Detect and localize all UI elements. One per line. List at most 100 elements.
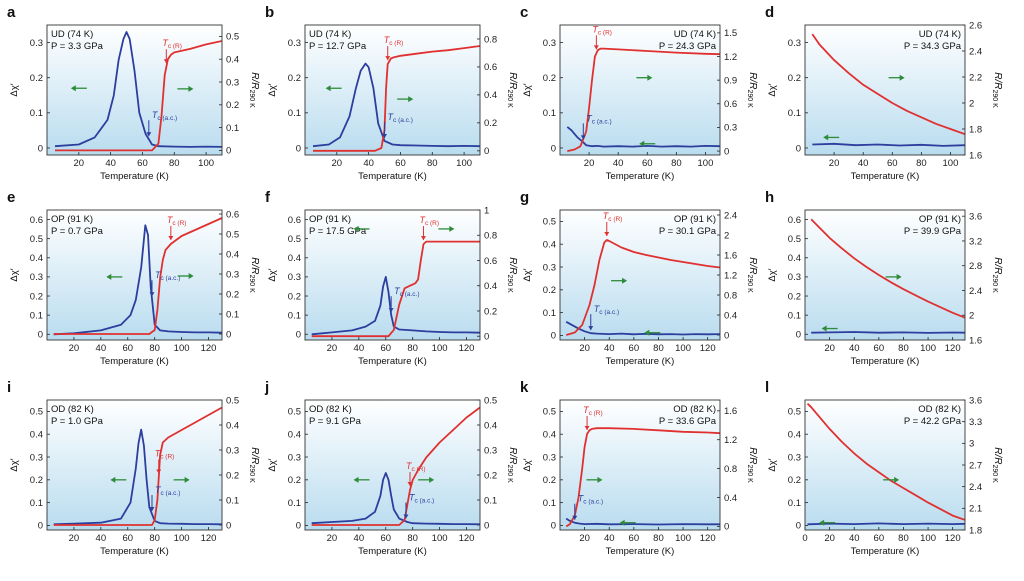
- y-right-tick-label: 1: [484, 205, 489, 216]
- tc-ac-label: Tc (a.c.): [594, 304, 619, 316]
- tc-r-label-main: T: [384, 35, 391, 45]
- sample-label: OD (82 K): [673, 404, 716, 415]
- pressure-label: P = 24.3 GPa: [659, 41, 717, 52]
- y-right-tick-label: 2.4: [969, 286, 982, 297]
- y-right-tick-label: 2.4: [724, 210, 737, 221]
- y-left-axis-label: Δχ′: [767, 83, 778, 96]
- y-left-tick-label: 0.5: [788, 234, 801, 245]
- y-right-tick-label: 0.4: [724, 493, 737, 504]
- axis-direction-arrowhead: [896, 273, 902, 280]
- x-axis-label: Temperature (K): [100, 171, 169, 182]
- y-right-tick-label: 0.3: [724, 123, 737, 134]
- tc-r-arrowhead: [156, 469, 162, 474]
- chi-curve: [565, 321, 720, 336]
- resistance-curve: [811, 33, 965, 136]
- x-tick-label: 100: [675, 533, 691, 544]
- panel-letter: i: [7, 379, 11, 396]
- y-right-axis-label: R/R290 K: [991, 447, 1003, 483]
- x-tick-label: 20: [824, 533, 835, 544]
- y-left-axis-label: Δχ′: [267, 458, 278, 471]
- y-right-tick-label: 1.8: [969, 525, 982, 536]
- y-left-tick-label: 0.4: [543, 240, 556, 251]
- resistance-curve: [313, 45, 480, 152]
- y-right-tick-label: 0: [226, 329, 231, 340]
- pressure-label: P = 12.7 GPa: [309, 41, 367, 52]
- panel-letter: k: [520, 379, 529, 396]
- y-left-axis-label: Δχ′: [9, 268, 20, 281]
- x-tick-label: 60: [380, 533, 391, 544]
- y-left-tick-label: 0.3: [288, 272, 301, 283]
- y-right-tick-label: 2.4: [969, 46, 982, 57]
- y-right-tick-label: 0.2: [226, 100, 239, 111]
- tc-ac-label-sub: c (a.c.): [599, 309, 619, 316]
- axis-direction-arrowhead: [188, 85, 194, 92]
- y-right-tick-label: 0.6: [484, 256, 497, 267]
- y-right-tick-label: 1.2: [724, 52, 737, 63]
- x-tick-label: 80: [427, 158, 438, 169]
- x-axis-label: Temperature (K): [100, 546, 169, 557]
- panel-letter: j: [264, 379, 269, 396]
- y-right-tick-label: 1.8: [969, 124, 982, 135]
- y-right-label-main: R/R: [507, 447, 518, 464]
- axis-direction-arrowhead: [899, 74, 905, 81]
- y-right-label-sub: 290 K: [991, 89, 998, 108]
- y-right-tick-label: 0.3: [226, 77, 239, 88]
- x-tick-label: 100: [174, 343, 190, 354]
- y-left-tick-label: 0.2: [543, 285, 556, 296]
- sample-label: UD (74 K): [309, 29, 351, 40]
- panel-f: f 20 40 60 80 100 120 0 0.1 0.2 0.3 0.4 0.5 0.6 0 0.2 0.…: [265, 189, 518, 367]
- y-right-tick-label: 2.1: [969, 504, 982, 515]
- plot-frame: [304, 24, 481, 156]
- y-left-tick-label: 0.6: [788, 215, 801, 226]
- x-tick-label: 120: [945, 343, 961, 354]
- plot-frame: [46, 399, 223, 531]
- y-left-tick-label: 0.3: [788, 272, 801, 283]
- y-right-label-sub: 290 K: [506, 274, 513, 293]
- y-left-axis-label: Δχ′: [267, 268, 278, 281]
- resistance-curve: [53, 406, 222, 526]
- x-tick-label: 80: [653, 343, 664, 354]
- y-left-tick-label: 0.1: [288, 310, 301, 321]
- y-right-tick-label: 0: [226, 146, 231, 157]
- x-tick-label: 20: [327, 343, 338, 354]
- tc-r-label-main: T: [167, 215, 174, 225]
- y-right-tick-label: 2: [724, 230, 729, 241]
- x-tick-label: 40: [604, 343, 615, 354]
- y-left-tick-label: 0.1: [30, 498, 43, 509]
- panel-e: e 20 40 60 80 100 120 0 0.1 0.2 0.3 0.4 0.5 0.6 0 0.1 0.…: [7, 189, 260, 367]
- tc-ac-label-main: T: [152, 110, 159, 120]
- y-right-label-main: R/R: [249, 257, 260, 274]
- tc-r-label: Tc (R): [162, 38, 182, 50]
- y-right-tick-label: 0.2: [484, 306, 497, 317]
- resistance-curve: [311, 240, 480, 338]
- y-left-tick-label: 0.5: [30, 407, 43, 418]
- pressure-label: P = 3.3 GPa: [51, 41, 104, 52]
- y-left-tick-label: 0: [796, 143, 801, 154]
- y-left-tick-label: 0.3: [788, 452, 801, 463]
- chi-curve: [811, 331, 965, 334]
- x-tick-label: 100: [675, 343, 691, 354]
- y-right-tick-label: 0: [724, 330, 729, 341]
- y-left-axis-label: Δχ′: [9, 83, 20, 96]
- plot-frame: [559, 209, 721, 341]
- resistance-curve: [311, 406, 480, 526]
- y-right-tick-label: 3.6: [969, 395, 982, 406]
- y-left-tick-label: 0.5: [288, 407, 301, 418]
- y-right-axis-label: R/R290 K: [248, 257, 260, 293]
- y-left-tick-label: 0.2: [30, 475, 43, 486]
- resistance-curve: [810, 218, 965, 319]
- tc-r-label-main: T: [603, 211, 610, 221]
- x-tick-label: 120: [945, 533, 961, 544]
- y-left-tick-label: 0.6: [288, 215, 301, 226]
- tc-r-arrowhead: [604, 232, 610, 236]
- y-right-label-main: R/R: [507, 257, 518, 274]
- panel-k: k 20 40 60 80 100 120 0 0.1 0.2 0.3 0.4 0.5 0 0.4 0.8 1.…: [520, 379, 758, 557]
- x-axis-label: Temperature (K): [358, 356, 427, 367]
- y-right-tick-label: 0.5: [484, 395, 497, 406]
- pressure-label: P = 0.7 GPa: [51, 226, 104, 237]
- tc-ac-arrowhead: [382, 133, 388, 138]
- pressure-label: P = 33.6 GPa: [659, 416, 717, 427]
- x-tick-label: 120: [700, 343, 716, 354]
- y-left-tick-label: 0.5: [543, 217, 556, 228]
